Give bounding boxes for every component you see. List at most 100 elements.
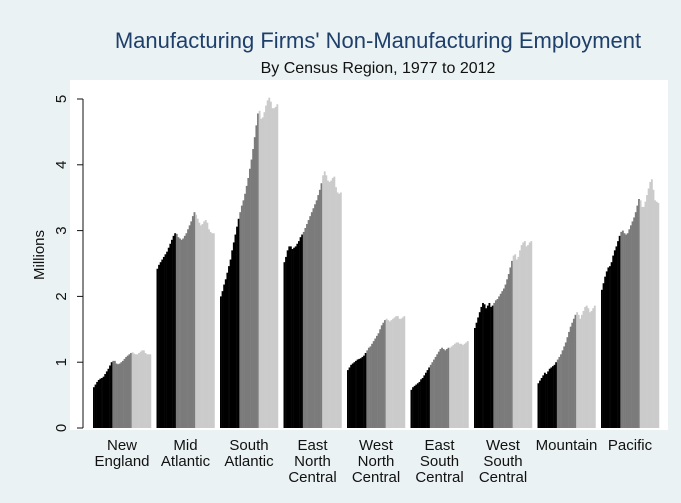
bar — [120, 362, 123, 428]
bar — [527, 245, 530, 428]
bar — [203, 221, 206, 428]
bar — [296, 243, 299, 428]
bar — [376, 335, 378, 428]
bar — [493, 302, 496, 428]
bar — [561, 350, 564, 428]
bar — [641, 206, 644, 428]
bar — [209, 231, 212, 428]
x-category-label-line: Pacific — [608, 437, 653, 454]
bar — [556, 359, 559, 428]
x-category-label: New England — [94, 437, 149, 470]
bar — [355, 360, 357, 428]
x-category-label: West South Central — [479, 437, 527, 486]
bar — [263, 112, 266, 428]
bar — [452, 345, 455, 428]
bar — [400, 318, 403, 428]
y-axis: 0 1 2 3 4 5 — [53, 95, 84, 432]
bar — [480, 306, 483, 428]
bar — [528, 242, 531, 428]
bar — [258, 110, 261, 428]
bar — [447, 347, 450, 428]
bar — [396, 316, 399, 428]
x-category-label-line: North — [358, 453, 395, 470]
bar — [649, 181, 652, 428]
bar — [236, 226, 238, 428]
x-category-label-line: West — [359, 437, 394, 454]
bar — [322, 175, 325, 428]
bar — [433, 359, 435, 428]
bar — [540, 377, 543, 428]
bar — [158, 264, 160, 428]
bar — [634, 212, 637, 428]
bar — [351, 363, 354, 428]
bar — [647, 188, 650, 428]
bar — [249, 168, 251, 428]
bar — [159, 262, 162, 428]
bar — [113, 360, 116, 428]
bar — [99, 378, 102, 428]
bar — [466, 341, 469, 428]
bar — [206, 222, 209, 428]
category-bar-group — [220, 97, 279, 429]
x-category-label-line: Mountain — [536, 437, 598, 454]
bar — [547, 371, 550, 428]
x-category-label: Mountain — [536, 437, 598, 454]
bar — [237, 218, 240, 428]
bar — [416, 383, 419, 428]
bar — [517, 256, 520, 428]
bar — [436, 354, 439, 428]
bar — [610, 262, 613, 428]
bar — [444, 350, 447, 428]
category-bar-group — [347, 316, 406, 428]
bar — [393, 317, 396, 428]
bar — [180, 239, 183, 428]
bar — [428, 367, 431, 428]
x-category-label-line: South — [483, 453, 522, 470]
bar — [339, 192, 342, 428]
bar — [175, 233, 178, 428]
bar — [285, 256, 287, 428]
bar — [633, 217, 636, 428]
bar — [97, 379, 100, 428]
bar — [269, 101, 272, 428]
bar — [312, 208, 315, 428]
bar — [654, 200, 657, 428]
bar — [571, 322, 574, 428]
bar — [579, 318, 582, 428]
bar — [390, 320, 393, 428]
bar — [545, 374, 548, 428]
bar — [363, 355, 365, 428]
bar — [499, 293, 502, 428]
bar — [244, 193, 247, 428]
bar — [318, 189, 321, 428]
bar — [134, 354, 137, 428]
bar — [537, 383, 540, 428]
bar — [291, 249, 294, 428]
bar — [104, 374, 107, 428]
bar — [426, 370, 429, 428]
bar — [126, 355, 129, 428]
bar — [276, 104, 279, 428]
bar — [102, 376, 105, 428]
bar — [195, 214, 198, 428]
bar — [320, 183, 323, 428]
bar — [607, 267, 610, 428]
bar — [315, 200, 318, 428]
bar — [130, 352, 132, 428]
bar — [361, 356, 364, 428]
bar — [208, 229, 210, 428]
bar — [382, 322, 385, 428]
bar — [539, 380, 541, 428]
bar — [569, 326, 572, 428]
bar — [509, 267, 512, 428]
bar — [146, 354, 149, 428]
bar — [250, 159, 253, 429]
x-category-label: Pacific — [608, 437, 653, 454]
bar — [420, 379, 423, 428]
bar — [558, 356, 561, 428]
bar — [169, 243, 172, 428]
bar — [325, 175, 328, 428]
category-bar-group — [93, 350, 152, 428]
bar — [449, 347, 452, 428]
